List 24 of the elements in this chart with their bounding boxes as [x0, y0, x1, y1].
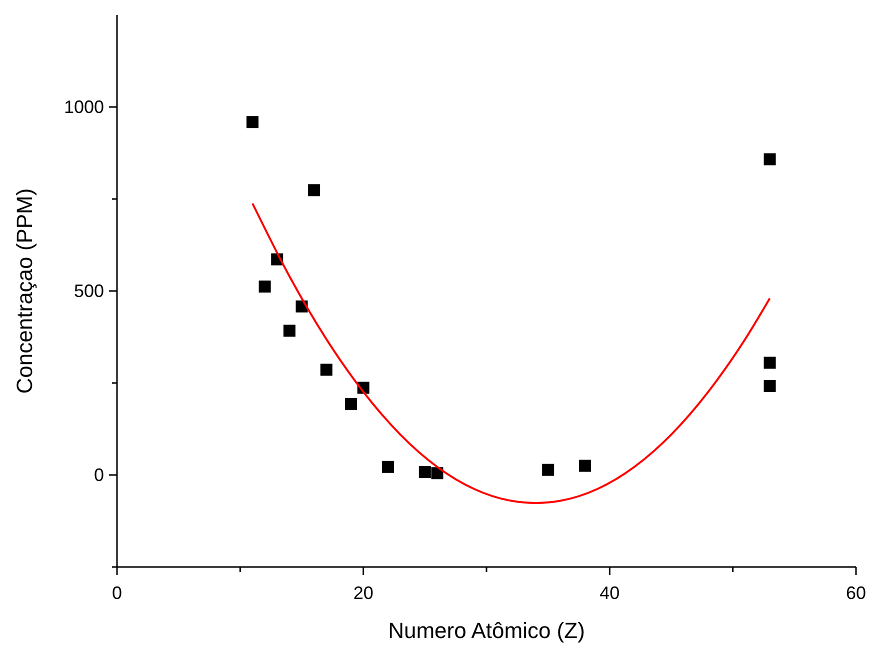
point	[764, 380, 776, 392]
point	[382, 460, 394, 473]
point	[320, 364, 332, 376]
x-tick-label: 60	[846, 583, 866, 603]
x-tick-label: 0	[112, 583, 122, 603]
y-tick-label: 1000	[64, 97, 104, 117]
x-axis-title: Numero Atômico (Z)	[388, 618, 585, 643]
point	[764, 153, 776, 166]
point	[764, 356, 776, 369]
point	[431, 467, 444, 480]
point	[418, 466, 431, 478]
line-series	[251, 202, 771, 504]
point	[308, 184, 320, 196]
point	[246, 116, 258, 128]
point	[258, 280, 271, 293]
y-tick-label: 0	[94, 465, 104, 485]
point	[283, 324, 296, 337]
point	[345, 398, 358, 410]
x-tick-label: 20	[353, 583, 374, 603]
point	[579, 460, 592, 472]
x-tick-label: 40	[600, 583, 620, 603]
y-tick-label: 500	[74, 281, 104, 301]
y-axis-title: Concentraçao (PPM)	[12, 188, 37, 394]
point	[542, 464, 554, 476]
